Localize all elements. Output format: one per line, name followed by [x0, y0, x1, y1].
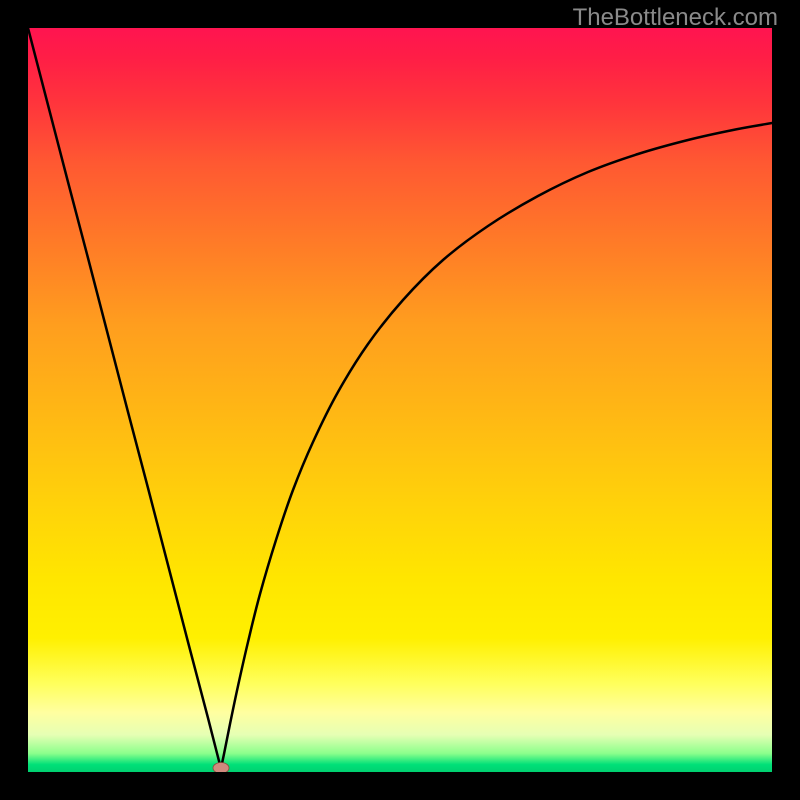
right-branch-line: [221, 123, 772, 768]
curve-overlay: [28, 28, 772, 772]
minimum-marker: [213, 763, 229, 773]
plot-area: [28, 28, 772, 772]
left-branch-line: [28, 28, 221, 768]
chart-frame: TheBottleneck.com: [0, 0, 800, 800]
